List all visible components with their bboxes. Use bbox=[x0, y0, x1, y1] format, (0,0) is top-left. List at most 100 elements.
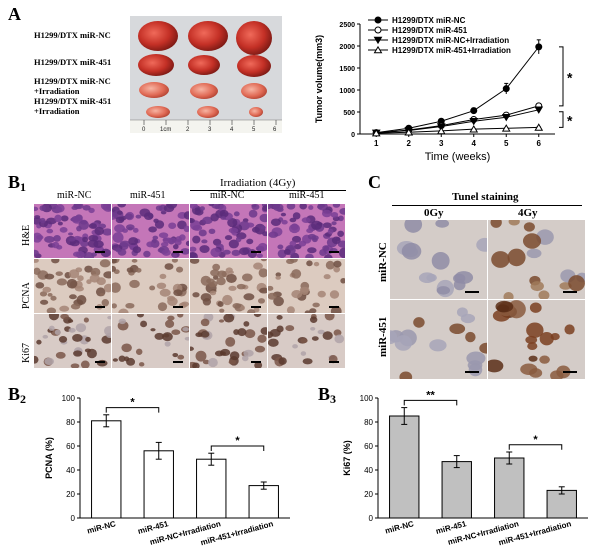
tunel-micrograph bbox=[488, 300, 585, 379]
nucleus bbox=[253, 314, 262, 318]
nucleus bbox=[115, 248, 122, 253]
nucleus bbox=[243, 293, 255, 301]
nucleus bbox=[52, 241, 60, 249]
nucleus bbox=[257, 298, 265, 304]
nucleus bbox=[299, 204, 307, 210]
y-tick-label: 40 bbox=[66, 466, 75, 475]
nucleus bbox=[200, 318, 210, 327]
b1-micrograph-drawing bbox=[268, 204, 345, 258]
tumor-volume-line-chart: 0 500 1000 1500 2000 2500 1 2 3 4 5 6 Time (weeks) Tu… bbox=[314, 16, 573, 163]
scale-bar bbox=[329, 361, 339, 363]
nucleus bbox=[143, 250, 151, 258]
nucleus bbox=[305, 253, 314, 258]
nucleus bbox=[231, 249, 241, 256]
nucleus bbox=[539, 355, 550, 364]
nucleus bbox=[91, 252, 97, 257]
nucleus bbox=[223, 314, 235, 323]
nucleus bbox=[192, 292, 200, 298]
nucleus bbox=[101, 299, 110, 307]
nucleus bbox=[198, 229, 207, 237]
bar bbox=[494, 457, 525, 519]
b1-micrograph bbox=[112, 314, 189, 368]
nucleus bbox=[529, 302, 542, 313]
nucleus bbox=[268, 204, 273, 210]
b1-micrograph-drawing bbox=[112, 314, 189, 367]
data-point bbox=[373, 36, 383, 45]
nucleus bbox=[237, 328, 247, 337]
nucleus bbox=[164, 263, 174, 270]
nucleus bbox=[195, 350, 207, 362]
nucleus bbox=[69, 294, 77, 300]
nucleus bbox=[280, 212, 287, 217]
nucleus bbox=[194, 207, 200, 212]
nucleus bbox=[225, 336, 236, 347]
nucleus bbox=[39, 205, 46, 211]
nucleus bbox=[235, 236, 242, 243]
nucleus bbox=[34, 206, 39, 212]
nucleus bbox=[125, 302, 135, 309]
nucleus bbox=[42, 286, 52, 293]
data-point bbox=[534, 106, 544, 114]
nucleus bbox=[247, 309, 256, 313]
nucleus bbox=[44, 273, 55, 280]
nucleus bbox=[192, 235, 201, 244]
y-tick-label: 100 bbox=[360, 394, 374, 403]
nucleus bbox=[172, 254, 178, 258]
nucleus bbox=[53, 235, 61, 242]
nucleus bbox=[246, 238, 254, 245]
scale-bar bbox=[251, 361, 261, 363]
significance-star: * bbox=[235, 435, 240, 447]
nucleus bbox=[327, 228, 334, 235]
nucleus bbox=[200, 330, 210, 338]
nucleus bbox=[479, 342, 487, 354]
panel-b2-letter-main: B bbox=[8, 384, 21, 404]
nucleus bbox=[232, 303, 242, 309]
nucleus bbox=[172, 244, 179, 250]
nucleus bbox=[103, 271, 111, 279]
panel-b3-letter: B3 bbox=[318, 384, 336, 407]
nucleus bbox=[394, 335, 412, 351]
b1-col-3: miR-NC bbox=[210, 190, 245, 201]
y-axis-label: Ki67 (%) bbox=[342, 440, 352, 476]
ruler-tick: 3 bbox=[208, 127, 212, 133]
nucleus bbox=[258, 268, 267, 278]
nucleus bbox=[526, 322, 544, 338]
nucleus bbox=[228, 285, 237, 291]
y-tick-label: 60 bbox=[66, 442, 75, 451]
b1-micrograph bbox=[268, 204, 345, 258]
nucleus bbox=[55, 351, 66, 359]
nucleus bbox=[522, 233, 542, 249]
nucleus bbox=[84, 265, 93, 273]
nucleus bbox=[298, 240, 307, 247]
nucleus bbox=[476, 237, 487, 252]
nucleus bbox=[268, 338, 279, 347]
ruler-tick: 4 bbox=[230, 127, 234, 133]
nucleus bbox=[292, 344, 298, 349]
significance-bracket bbox=[403, 399, 458, 406]
panel-b1-subscript: 1 bbox=[20, 180, 27, 194]
nucleus bbox=[276, 315, 283, 320]
nucleus bbox=[139, 208, 151, 217]
y-tick-label: 500 bbox=[343, 110, 355, 117]
tumor-photo: 0 1cm 2 3 4 5 6 bbox=[130, 16, 282, 133]
nucleus bbox=[78, 220, 90, 230]
nucleus bbox=[182, 327, 189, 332]
nucleus bbox=[242, 273, 253, 282]
panel-b1-letter: B1 bbox=[8, 172, 26, 195]
nucleus bbox=[171, 259, 178, 263]
nucleus bbox=[124, 213, 133, 220]
b1-micrograph bbox=[34, 259, 111, 313]
nucleus bbox=[58, 336, 68, 343]
nucleus bbox=[306, 260, 313, 267]
c-col-0gy: 0Gy bbox=[424, 207, 444, 219]
b1-micrograph-drawing bbox=[34, 314, 111, 368]
nucleus bbox=[227, 218, 238, 228]
category-label: miR-NC bbox=[86, 519, 117, 535]
nucleus bbox=[268, 232, 275, 237]
nucleus bbox=[190, 252, 198, 258]
data-point bbox=[535, 43, 543, 51]
nucleus bbox=[228, 227, 239, 234]
legend-label: H1299/DTX miR-451+Irradiation bbox=[392, 46, 511, 55]
